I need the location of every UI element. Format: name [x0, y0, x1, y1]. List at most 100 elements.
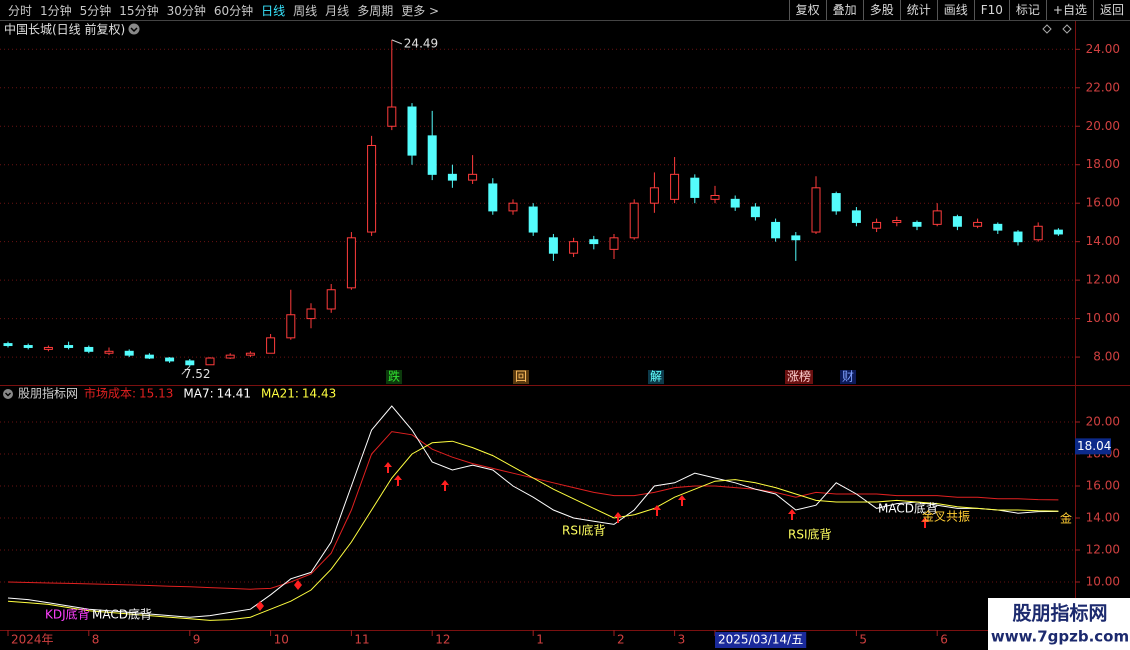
indicator-line: [7, 405, 1059, 618]
tool-button[interactable]: 叠加: [825, 0, 863, 20]
y-tick-label: 8.00: [1093, 350, 1120, 364]
y-tick-label: 14.00: [1086, 234, 1120, 248]
candle-body: [326, 289, 336, 310]
tool-button[interactable]: 多股: [862, 0, 900, 20]
indicator-menu-icon[interactable]: [3, 389, 13, 399]
candle-body: [851, 210, 861, 223]
event-marker-bg: [386, 370, 403, 384]
title-menu-icon[interactable]: [128, 23, 140, 35]
candle-body: [1053, 229, 1063, 235]
watermark-url: www.7gpzb.com: [991, 628, 1129, 646]
candle-body: [771, 221, 781, 239]
signal-label: MACD底背: [92, 607, 152, 622]
tool-bar: 复权 叠加 多股 统计 画线 F10 标记 +自选 返回: [788, 0, 1130, 20]
candle-body: [892, 220, 902, 223]
tool-button[interactable]: 统计: [899, 0, 937, 20]
candle-body: [690, 177, 700, 198]
period-tab[interactable]: 多周期: [357, 3, 394, 18]
event-marker[interactable]: 涨榜: [787, 369, 811, 384]
tool-button[interactable]: 画线: [936, 0, 974, 20]
event-marker[interactable]: 回: [515, 370, 527, 384]
period-tab[interactable]: 60分钟: [213, 3, 254, 18]
period-bar: 分时 1分钟 5分钟 15分钟 30分钟 60分钟 日线 周线 月线 多周期 更多 >: [0, 2, 439, 19]
tool-button[interactable]: 标记: [1008, 0, 1046, 20]
x-tick-label: 12: [435, 633, 450, 647]
event-marker-bg: [513, 370, 530, 384]
candle-body: [952, 216, 962, 227]
legend-value: 15.13: [139, 387, 173, 401]
candle-body: [64, 345, 74, 348]
candle-body: [468, 173, 478, 181]
min-pointer: [181, 365, 191, 375]
max-label: 24.49: [404, 36, 438, 50]
panel-icons[interactable]: [1042, 24, 1072, 34]
period-tab[interactable]: 周线: [293, 3, 318, 18]
candle-body: [548, 237, 558, 254]
candle-body: [205, 357, 215, 366]
y-tick-label: 12.00: [1086, 273, 1120, 287]
period-tab[interactable]: 更多 >: [401, 3, 440, 18]
x-tick-label: 6: [940, 633, 948, 647]
cursor-value-bg: [1075, 438, 1111, 455]
candle-body: [973, 221, 983, 227]
y-tick-label: 10.00: [1086, 575, 1120, 589]
candle-body: [508, 202, 518, 212]
x-tick-label: 3: [678, 633, 686, 647]
x-tick-label: 1: [536, 633, 544, 647]
candle-body: [1033, 225, 1043, 241]
candle-body: [165, 357, 175, 362]
signal-label: 金叉共振: [922, 509, 970, 524]
tool-button[interactable]: 复权: [788, 0, 826, 20]
candle-body: [124, 350, 134, 356]
period-tab[interactable]: 分时: [8, 3, 33, 18]
candle-body: [286, 314, 296, 339]
y-tick-label: 18.00: [1086, 157, 1120, 171]
candle-body: [387, 106, 397, 127]
x-tick-label: 11: [354, 633, 369, 647]
period-tab[interactable]: 15分钟: [119, 3, 159, 18]
event-marker[interactable]: 财: [842, 370, 854, 384]
candle-body: [104, 350, 114, 354]
event-marker-bg: [648, 370, 665, 384]
candle-body: [1013, 231, 1023, 243]
event-marker-bg: [785, 370, 814, 384]
candle-body: [447, 173, 457, 181]
signal-label: RSI底背: [562, 523, 606, 538]
candle-body: [306, 308, 316, 320]
period-tab[interactable]: 日线: [261, 3, 286, 18]
period-tab[interactable]: 5分钟: [79, 3, 112, 18]
indicator-menu-chevron: [5, 392, 11, 397]
candle-body: [3, 343, 13, 347]
signal-label: KDJ底背: [45, 607, 90, 622]
event-marker[interactable]: 跌: [388, 369, 400, 384]
tool-button[interactable]: F10: [973, 0, 1009, 20]
candle-body: [710, 194, 720, 200]
candle-body: [750, 206, 760, 218]
period-tab[interactable]: 30分钟: [166, 3, 206, 18]
tool-button[interactable]: 返回: [1092, 0, 1130, 20]
y-tick-label: 14.00: [1086, 511, 1120, 525]
candle-body: [912, 221, 922, 227]
event-marker[interactable]: 解: [650, 370, 662, 384]
y-tick-label: 20.00: [1086, 119, 1120, 133]
y-tick-label: 12.00: [1086, 543, 1120, 557]
candle-body: [346, 237, 356, 289]
y-tick-label: 16.00: [1086, 479, 1120, 493]
y-tick-label: 24.00: [1086, 42, 1120, 56]
candle-body: [932, 210, 942, 225]
period-tab[interactable]: 1分钟: [40, 3, 72, 18]
candle-body: [831, 193, 841, 212]
candle-body: [23, 345, 33, 348]
candle-body: [427, 135, 437, 175]
period-tab[interactable]: 月线: [325, 3, 350, 18]
candle-body: [528, 206, 538, 233]
x-tick-label: 5: [859, 633, 867, 647]
x-tick-label: 10: [274, 633, 289, 647]
x-tick-label: 9: [193, 633, 201, 647]
candle-body: [266, 337, 276, 354]
candle-body: [367, 144, 377, 233]
tool-button[interactable]: +自选: [1045, 0, 1093, 20]
watermark-box: [988, 598, 1130, 650]
cursor-date-bg: [715, 632, 807, 648]
